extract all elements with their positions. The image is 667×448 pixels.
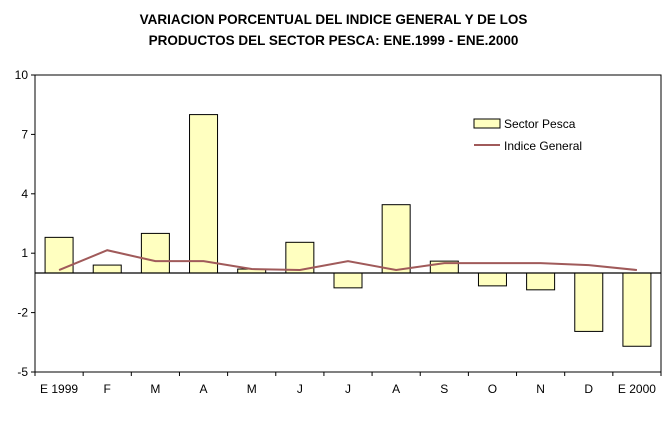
x-tick-label-1: F: [104, 382, 111, 396]
bar-6: [333, 272, 363, 289]
legend-label-sector-pesca: Sector Pesca: [504, 117, 576, 131]
bar-10: [526, 272, 556, 291]
x-tick-label-0: E 1999: [40, 382, 78, 396]
legend-label-indice-general: Indice General: [504, 139, 582, 153]
x-tick-label-3: A: [200, 382, 208, 396]
y-tick-label-5: -5: [17, 365, 28, 379]
chart-title: VARIACION PORCENTUAL DEL INDICE GENERAL …: [0, 9, 667, 51]
plot-area-border: [34, 74, 662, 373]
x-tick-label-2: M: [150, 382, 160, 396]
x-tick-label-9: O: [488, 382, 497, 396]
bar-1: [92, 264, 122, 274]
bar-9: [477, 272, 507, 287]
legend-swatch-sector-pesca: [473, 118, 501, 129]
bar-2: [140, 232, 170, 274]
x-tick-label-10: N: [536, 382, 545, 396]
x-tick-label-6: J: [345, 382, 351, 396]
x-tick-label-5: J: [297, 382, 303, 396]
y-tick-label-4: -2: [17, 306, 28, 320]
y-tick-label-2: 4: [21, 187, 28, 201]
bar-7: [381, 204, 411, 274]
x-tick-label-7: A: [392, 382, 400, 396]
bar-0: [44, 236, 74, 274]
bar-12: [622, 272, 652, 347]
bar-3: [189, 114, 219, 274]
bar-11: [574, 272, 604, 332]
x-tick-label-12: E 2000: [618, 382, 656, 396]
y-tick-label-0: 10: [15, 68, 29, 82]
y-tick-label-1: 7: [21, 127, 28, 141]
x-tick-label-11: D: [584, 382, 593, 396]
chart-title-line-1: VARIACION PORCENTUAL DEL INDICE GENERAL …: [139, 12, 528, 27]
x-tick-label-8: S: [440, 382, 448, 396]
y-tick-label-3: 1: [21, 246, 28, 260]
x-tick-label-4: M: [247, 382, 257, 396]
chart-title-line-2: PRODUCTOS DEL SECTOR PESCA: ENE.1999 - E…: [148, 33, 519, 48]
